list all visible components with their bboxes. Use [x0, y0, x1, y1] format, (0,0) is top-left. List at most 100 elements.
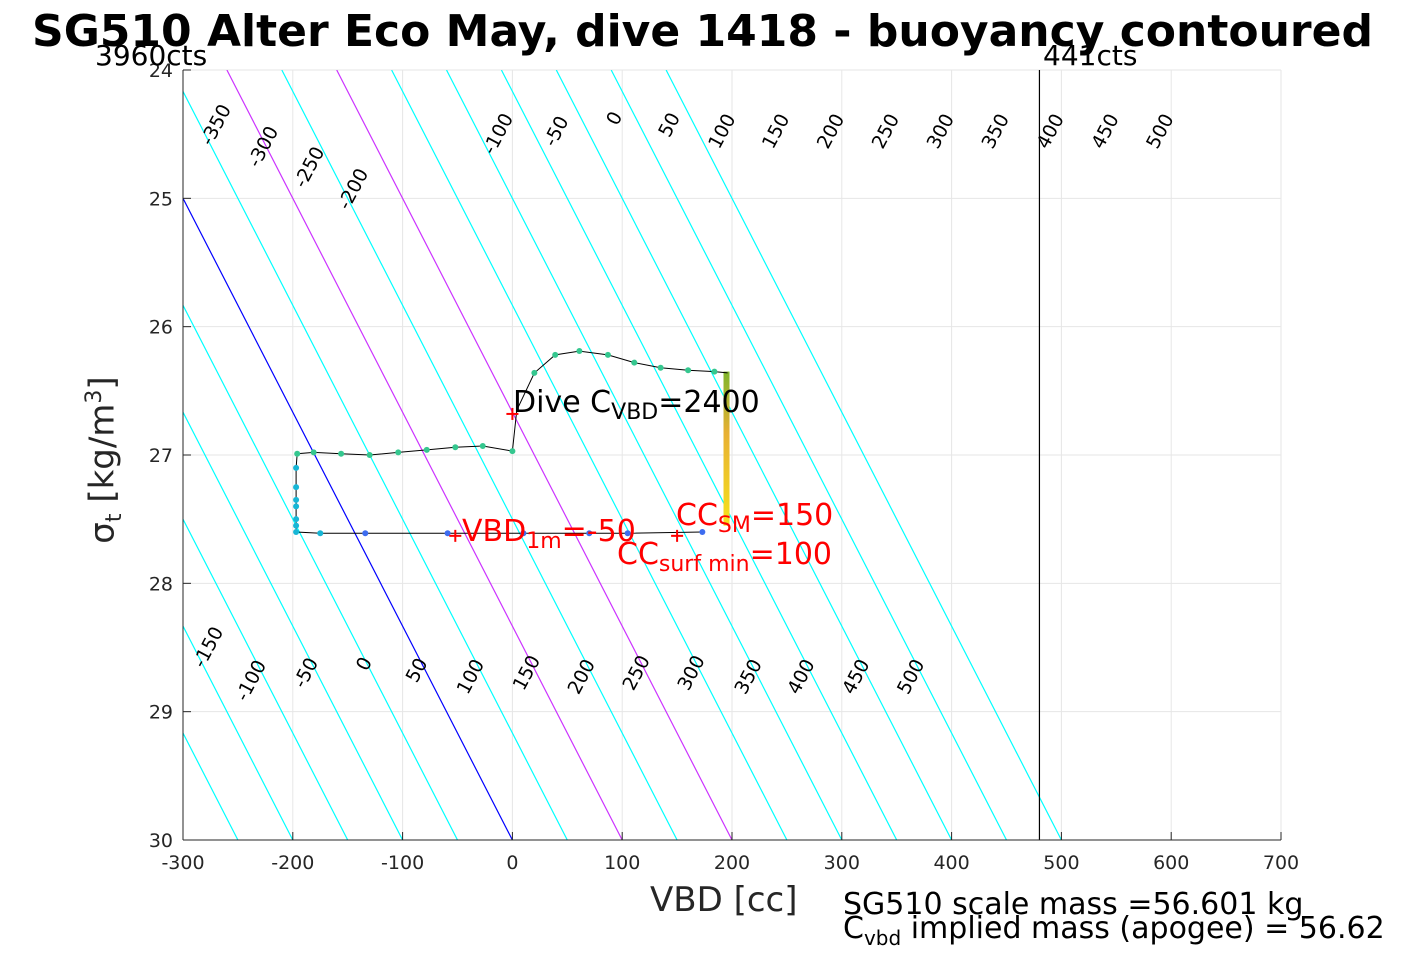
contour-label-bottom: -50 [289, 654, 323, 692]
contour-label-top: 0 [602, 108, 627, 129]
y-tick-label: 25 [149, 188, 173, 210]
y-tick-label: 28 [149, 573, 173, 595]
contour-label-top: 150 [758, 110, 794, 152]
data-point-green [509, 448, 516, 455]
y-tick-label: 30 [149, 830, 173, 852]
contour-label-bottom: 150 [509, 652, 545, 694]
data-point-green [531, 369, 538, 376]
data-point-cyan [293, 529, 300, 535]
contour-label-top: 100 [704, 110, 740, 152]
x-tick-label: 500 [1043, 852, 1079, 874]
data-point-green [294, 450, 301, 457]
contour-label-bottom: 350 [730, 656, 766, 698]
contour-label-bottom: 250 [618, 652, 654, 694]
contour-label-top: -50 [540, 112, 574, 150]
data-point-cyan [293, 503, 300, 510]
x-tick-label: 600 [1153, 852, 1189, 874]
implied-mass-text: Cvbd implied mass (apogee) = 56.62 [843, 911, 1385, 951]
y-tick-label: 29 [149, 702, 173, 724]
counts-right: 441cts [1043, 39, 1138, 72]
contour-line [336, 70, 733, 840]
counts-left: 3960cts [95, 39, 208, 72]
surface-bar [723, 371, 730, 526]
contour-label-bottom: -150 [189, 623, 229, 671]
data-point-cyan [293, 484, 300, 491]
contour-label-bottom: -100 [231, 656, 271, 704]
contour-layer [183, 70, 1062, 840]
contour-line [226, 70, 623, 840]
y-tick-label: 24 [149, 60, 173, 82]
contour-label-top: 350 [977, 110, 1013, 152]
y-tick-label: 26 [149, 317, 173, 339]
y-axis-label: σt [kg/m3] [81, 376, 128, 544]
data-point-green [657, 364, 664, 371]
contour-label-bottom: 50 [402, 655, 433, 687]
contour-line [500, 70, 898, 840]
contour-label-bottom: 400 [783, 656, 819, 698]
data-point-cyan [317, 530, 324, 537]
contour-label-bottom: 300 [673, 652, 709, 694]
data-point-green [685, 367, 692, 374]
y-tick-label: 27 [149, 445, 173, 467]
x-tick-label: -300 [161, 852, 204, 874]
contour-label-top: 50 [654, 109, 685, 141]
contour-label-top: 500 [1142, 110, 1178, 152]
data-point-green [631, 359, 638, 366]
contour-line [183, 303, 459, 840]
data-point-cyan [293, 516, 300, 523]
data-point-green [395, 449, 402, 456]
contour-label-top: 400 [1032, 110, 1068, 152]
data-point-cyan [293, 496, 300, 503]
data-point-blue [699, 529, 706, 535]
contour-label-bottom: 450 [838, 656, 874, 698]
data-point-blue [520, 530, 527, 537]
contour-line [555, 70, 953, 840]
x-tick-label: 700 [1263, 852, 1299, 874]
data-point-green [479, 443, 486, 450]
contour-label-top: -350 [196, 101, 236, 149]
contour-label-top: -200 [334, 165, 374, 213]
vbd-1m-annotation: VBD1m=-50 [462, 514, 636, 554]
contour-label-top: 250 [868, 110, 904, 152]
contour-line [445, 70, 843, 840]
contour-label-bottom: 200 [564, 656, 600, 698]
data-point-cyan [293, 522, 300, 529]
x-tick-label: 0 [506, 852, 518, 874]
data-point-blue [624, 530, 631, 537]
contour-line [183, 410, 404, 840]
data-point-green [366, 452, 373, 458]
data-point-green [576, 348, 583, 355]
data-point-green [423, 446, 430, 453]
contour-label-top: -300 [244, 123, 284, 171]
data-point-green [452, 444, 459, 451]
x-tick-label: 300 [824, 852, 860, 874]
x-tick-label: -200 [271, 852, 314, 874]
contour-label-top: 200 [813, 110, 849, 152]
contour-line [183, 517, 349, 840]
contour-line [391, 70, 788, 840]
cc-surf-min-annotation: CCsurf min=100 [617, 537, 832, 577]
chart-title: SG510 Alter Eco May, dive 1418 - buoyanc… [32, 6, 1373, 57]
contour-line [610, 70, 1008, 840]
x-tick-label: -100 [381, 852, 424, 874]
data-point-green [310, 449, 317, 456]
data-point-green [552, 351, 559, 358]
data-point-blue [444, 530, 451, 537]
contour-line [183, 624, 294, 840]
scale-mass-text: SG510 scale mass =56.601 kg [843, 887, 1304, 922]
data-point-cyan [293, 464, 300, 471]
axis-layer: -300 -200 -100 0 100 200 300 400 500 600 700242526… [149, 60, 1299, 874]
x-tick-label: 400 [933, 852, 969, 874]
contour-label-bottom: 0 [352, 653, 377, 674]
data-point-green [338, 450, 345, 457]
data-point-blue [586, 530, 593, 537]
contour-label-bottom: 500 [893, 656, 929, 698]
contour-label-top: 300 [923, 110, 959, 152]
contour-label-top: 450 [1087, 110, 1123, 152]
data-point-blue [362, 530, 369, 537]
contour-line [665, 70, 1062, 840]
data-point-green [604, 351, 611, 358]
x-tick-label: 200 [714, 852, 750, 874]
trajectory-layer [293, 70, 1041, 840]
